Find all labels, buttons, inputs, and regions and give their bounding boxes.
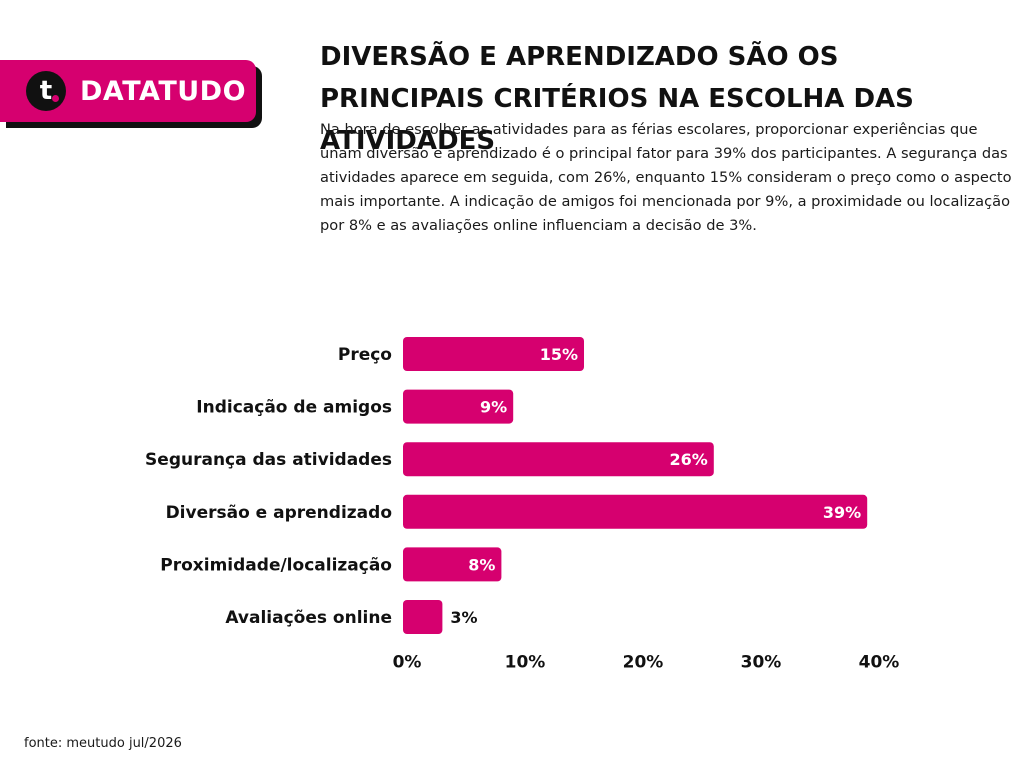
category-label: Avaliações online: [225, 608, 392, 628]
x-tick-label: 0%: [393, 653, 422, 673]
value-label: 8%: [468, 555, 495, 574]
logo-icon-letter: t: [39, 76, 53, 106]
bar: [403, 547, 502, 582]
value-label: 3%: [450, 608, 477, 627]
value-label: 9%: [480, 398, 507, 417]
category-label: Preço: [338, 345, 392, 365]
bar: [403, 442, 714, 477]
x-tick-label: 20%: [623, 653, 664, 673]
bar: [403, 600, 443, 634]
logo-icon-dot: [52, 95, 59, 102]
brand-name: DATATUDO: [80, 75, 247, 107]
x-tick-label: 40%: [859, 653, 900, 673]
bar: [403, 494, 868, 529]
logo-badge: t DATATUDO: [0, 60, 256, 122]
source-note: fonte: meutudo jul/2026: [24, 736, 182, 751]
bar: [403, 389, 514, 424]
x-tick-label: 10%: [505, 653, 546, 673]
bar-chart: Preço 15% Indicação de amigos 9% Segurança d…: [145, 337, 900, 673]
datatudo-logo-icon: t: [26, 71, 66, 111]
category-label: Segurança das atividades: [145, 450, 392, 470]
category-label: Proximidade/localização: [160, 555, 392, 575]
brand-logo: t DATATUDO: [0, 60, 262, 128]
bar: [403, 337, 584, 371]
category-label: Diversão e aprendizado: [166, 503, 392, 523]
value-label: 26%: [670, 450, 708, 469]
value-label: 39%: [823, 503, 861, 522]
category-label: Indicação de amigos: [196, 398, 392, 418]
value-label: 15%: [540, 345, 578, 364]
x-tick-label: 30%: [741, 653, 782, 673]
chart-title: DIVERSÃO E APRENDIZADO SÃO OS PRINCIPAIS…: [320, 42, 914, 156]
chart-description: Na hora de escolher as atividades para a…: [320, 121, 1012, 234]
